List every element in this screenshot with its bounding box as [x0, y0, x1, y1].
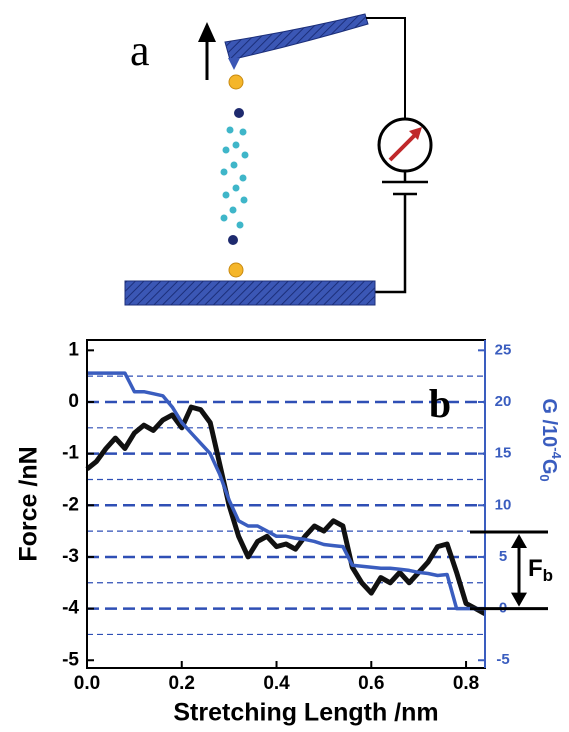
- y-tick-label: 0: [68, 391, 79, 412]
- substrate: [125, 281, 375, 305]
- panel-label: b: [429, 381, 451, 426]
- series-line: [87, 373, 485, 608]
- x-axis-label: Stretching Length /nm: [173, 699, 438, 727]
- chart-b: 0.0 0.2 0.4 0.6 0.8 -5 -4 -3 -2 -1 0 1 -5 0 5 10 15 20 25 S…: [15, 339, 564, 726]
- plot-frame: [87, 340, 485, 668]
- y2-tick-label: -5: [496, 651, 509, 668]
- y2-label-part: G /10: [538, 398, 560, 447]
- y2-axis-label: G /10-4G0: [537, 398, 564, 481]
- fb-arrowhead: [511, 534, 527, 548]
- sulfur-atom: [234, 108, 244, 118]
- x-tick-label: 0.0: [74, 673, 100, 694]
- cantilever: [225, 14, 368, 60]
- y-tick-label: -3: [62, 546, 79, 567]
- sulfur-atom: [228, 235, 238, 245]
- page: a 0.0 0.2 0.4 0.6 0.8 -5 -4 -3 -2 -1 0 1 -5 0 5 10 15 20 2…: [0, 0, 569, 732]
- y-axis-label: Force /nN: [15, 446, 43, 561]
- battery-wire: [375, 171, 428, 292]
- x-tick-label: 0.2: [169, 673, 195, 694]
- fb-label-part: F: [528, 555, 543, 582]
- y2-label-part: 0: [537, 474, 552, 481]
- y2-label-part: G: [538, 459, 560, 475]
- y2-tick-label: 5: [499, 548, 507, 565]
- series-line: [87, 407, 485, 614]
- x-tick-label: 0.6: [358, 673, 384, 694]
- fb-label: Fb: [528, 555, 553, 585]
- gold-atom: [229, 75, 243, 89]
- y2-tick-label: 15: [495, 445, 512, 462]
- tip: [228, 58, 240, 70]
- x-tick-label: 0.4: [263, 673, 290, 694]
- gold-atom: [229, 263, 243, 277]
- molecule-chain: [221, 127, 249, 229]
- y-tick-label: -2: [62, 494, 79, 515]
- y-tick-label: -1: [62, 443, 79, 464]
- wire: [366, 18, 405, 120]
- fb-arrowhead: [511, 593, 527, 607]
- y2-tick-label: 25: [495, 341, 512, 358]
- y2-tick-label: 10: [495, 496, 512, 513]
- panel-label: a: [130, 26, 150, 75]
- x-tick-label: 0.8: [453, 673, 479, 694]
- y-tick-label: 1: [68, 339, 79, 360]
- fb-label-part: b: [543, 566, 553, 585]
- y2-tick-label: 20: [495, 393, 512, 410]
- pull-arrowhead: [198, 22, 216, 42]
- figure: a 0.0 0.2 0.4 0.6 0.8 -5 -4 -3 -2 -1 0 1 -5 0 5 10 15 20 2…: [0, 0, 569, 732]
- y-tick-label: -4: [62, 598, 79, 619]
- y-tick-label: -5: [62, 649, 79, 670]
- schematic: a: [125, 14, 431, 305]
- y2-label-part: -4: [549, 447, 564, 459]
